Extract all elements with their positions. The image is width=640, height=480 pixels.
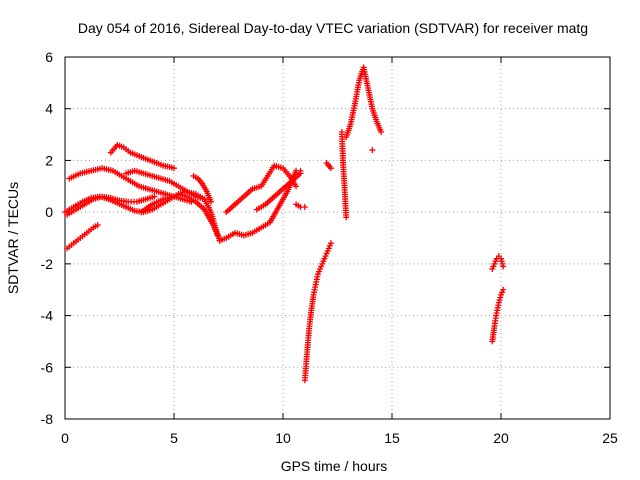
x-tick-label: 10 [275, 430, 291, 446]
x-axis-label: GPS time / hours [281, 458, 388, 474]
data-point [500, 263, 507, 270]
data-point [327, 165, 334, 172]
x-tick-label: 25 [602, 430, 618, 446]
data-point [500, 286, 507, 293]
axis-ticks: 0 5 10 15 20 25 -8 -6 -4 -2 0 2 4 6 [41, 49, 618, 446]
data-point [369, 147, 376, 154]
y-tick-label: -8 [41, 411, 54, 427]
data-point [208, 198, 215, 205]
chart-title: Day 054 of 2016, Sidereal Day-to-day VTE… [78, 20, 588, 36]
x-tick-label: 0 [61, 430, 69, 446]
y-axis-label: SDTVAR / TECUs [5, 182, 21, 294]
x-tick-label: 20 [493, 430, 509, 446]
data-point [378, 128, 385, 135]
plot-frame [64, 56, 611, 420]
data-point [327, 240, 334, 247]
data-point [343, 214, 350, 221]
x-tick-label: 5 [170, 430, 178, 446]
x-tick-label: 15 [384, 430, 400, 446]
y-tick-label: -4 [41, 308, 54, 324]
y-tick-label: 0 [45, 204, 53, 220]
y-tick-label: 4 [45, 101, 53, 117]
data-point [293, 183, 300, 190]
y-tick-label: -6 [41, 359, 54, 375]
y-tick-label: -2 [41, 256, 54, 272]
data-point [188, 198, 195, 205]
data-point [301, 203, 308, 210]
data-points [62, 64, 507, 384]
y-tick-label: 2 [45, 152, 53, 168]
data-point [94, 222, 101, 229]
data-point [151, 193, 158, 200]
grid-lines [65, 57, 610, 419]
y-tick-label: 6 [45, 49, 53, 65]
data-point [171, 165, 177, 172]
data-point [297, 170, 304, 177]
